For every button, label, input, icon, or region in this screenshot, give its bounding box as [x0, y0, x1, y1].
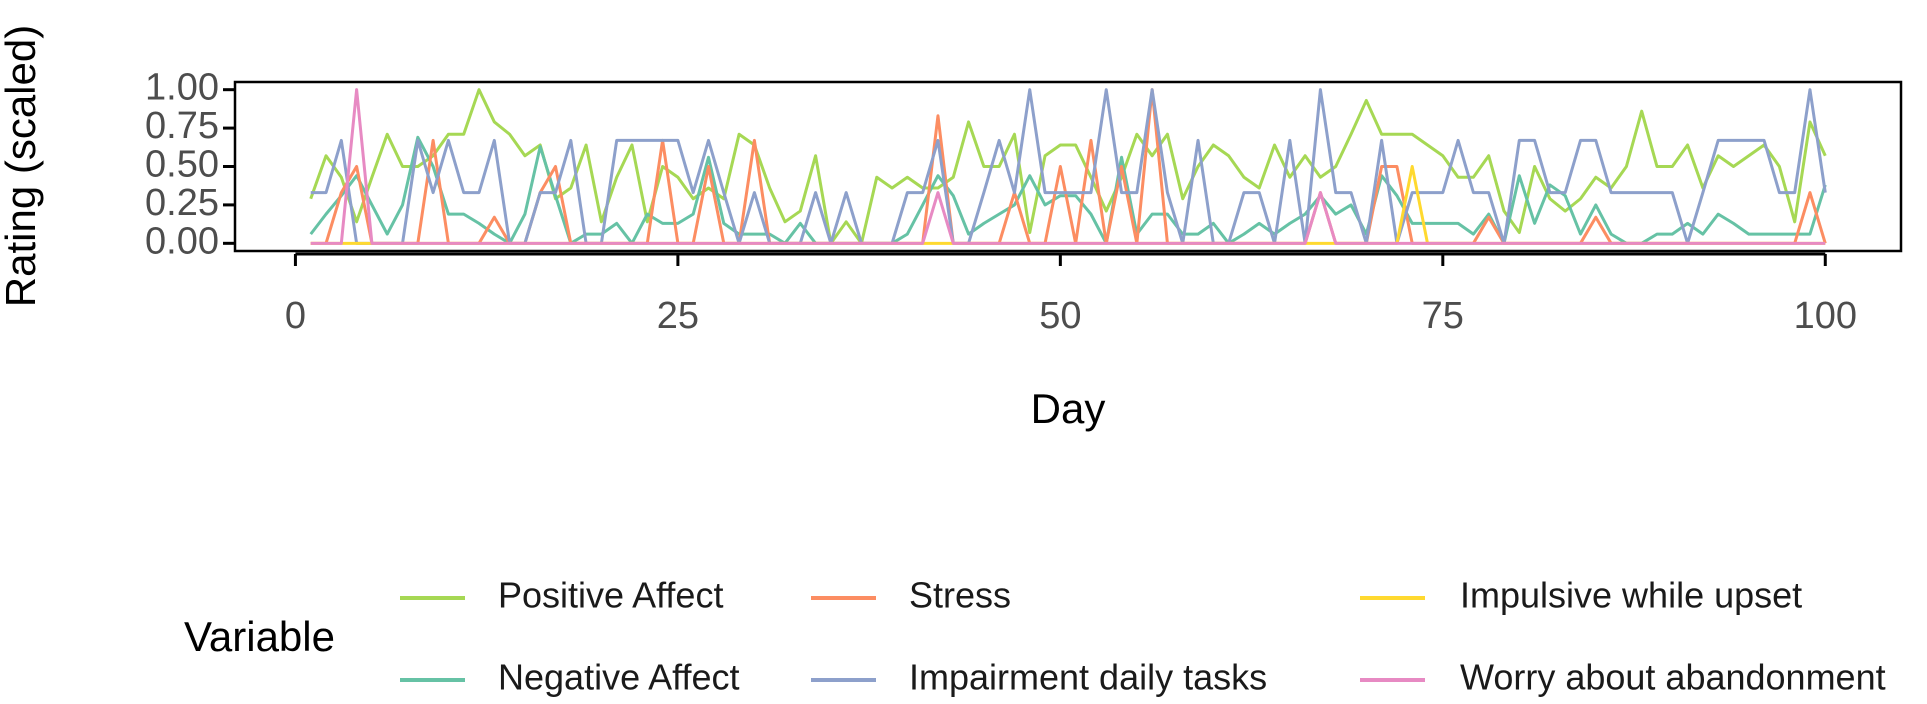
series-line	[310, 88, 1827, 245]
x-tick-label: 25	[657, 295, 699, 337]
y-tick-label: 1.00	[145, 67, 219, 109]
y-axis-title: Rating (scaled)	[0, 25, 44, 307]
y-tick-label: 0.25	[145, 182, 219, 224]
legend-label: Positive Affect	[498, 575, 723, 616]
y-tick-label: 0.75	[145, 105, 219, 147]
y-tick-label: 0.00	[145, 220, 219, 262]
legend-label: Stress	[909, 575, 1011, 616]
legend-label: Worry about abandonment	[1460, 657, 1886, 698]
panel-border	[233, 80, 1903, 253]
series-line	[309, 88, 1827, 245]
x-axis-title: Day	[1031, 385, 1106, 432]
legend-label: Impulsive while upset	[1460, 575, 1802, 616]
legend-label: Negative Affect	[498, 657, 740, 698]
x-tick-label: 50	[1039, 295, 1081, 337]
x-tick-label: 100	[1794, 295, 1857, 337]
y-tick-label: 0.50	[145, 144, 219, 186]
series-line	[310, 88, 1826, 245]
x-tick-label: 0	[285, 295, 306, 337]
series-line	[309, 135, 1827, 245]
x-tick-label: 75	[1422, 295, 1464, 337]
series-line	[310, 88, 1827, 245]
legend-label: Impairment daily tasks	[909, 657, 1267, 698]
legend-title: Variable	[184, 613, 335, 660]
